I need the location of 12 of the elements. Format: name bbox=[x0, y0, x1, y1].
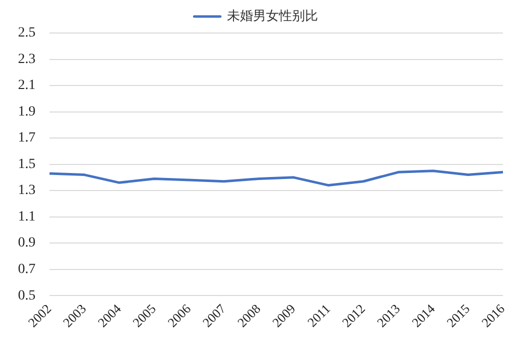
y-tick-label: 0.5 bbox=[18, 288, 36, 304]
y-tick-label: 1.9 bbox=[18, 104, 36, 120]
y-tick-label: 2.3 bbox=[18, 52, 36, 67]
y-tick-label: 1.7 bbox=[18, 130, 36, 146]
y-tick-label: 1.5 bbox=[18, 156, 36, 172]
y-tick-label: 0.9 bbox=[18, 236, 36, 251]
y-tick-label: 2.1 bbox=[18, 78, 36, 94]
y-tick-label: 0.7 bbox=[18, 262, 36, 277]
y-tick-label: 1.1 bbox=[18, 209, 36, 224]
y-tick-label: 2.5 bbox=[18, 26, 36, 41]
y-tick-label: 1.3 bbox=[18, 183, 36, 198]
legend-label: 未婚男女性别比 bbox=[226, 8, 318, 24]
